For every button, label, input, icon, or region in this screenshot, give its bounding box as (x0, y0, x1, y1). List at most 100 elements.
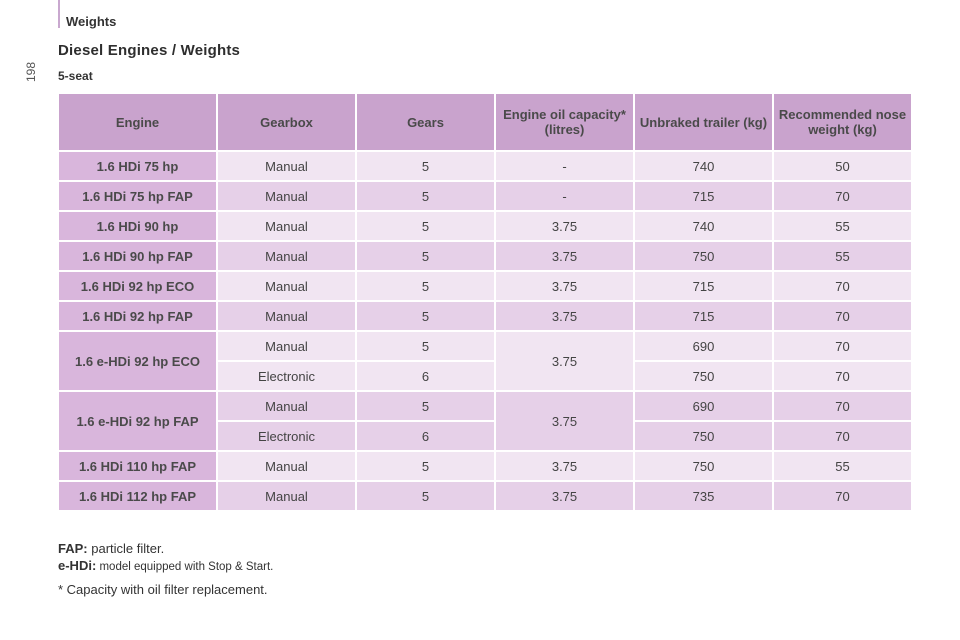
nose-cell: 70 (774, 422, 911, 450)
table-row: Electronic 6 750 70 (59, 422, 911, 450)
gears-cell: 5 (357, 152, 494, 180)
oil-cell: 3.75 (496, 482, 633, 510)
footnote-capacity: * Capacity with oil filter replacement. (58, 582, 268, 597)
gearbox-cell: Electronic (218, 422, 355, 450)
trailer-cell: 740 (635, 152, 772, 180)
gears-cell: 5 (357, 392, 494, 420)
oil-cell: 3.75 (496, 272, 633, 300)
oil-cell: - (496, 182, 633, 210)
table-row: 1.6 HDi 75 hp Manual 5 - 740 50 (59, 152, 911, 180)
gearbox-cell: Manual (218, 152, 355, 180)
oil-cell: 3.75 (496, 332, 633, 390)
trailer-cell: 715 (635, 272, 772, 300)
table-subtitle: 5-seat (58, 69, 93, 83)
weights-table: Engine Gearbox Gears Engine oil capacity… (57, 92, 913, 512)
trailer-cell: 690 (635, 392, 772, 420)
footnote-ehdi: e-HDi: model equipped with Stop & Start. (58, 558, 273, 573)
nose-cell: 70 (774, 272, 911, 300)
nose-cell: 55 (774, 452, 911, 480)
gearbox-cell: Manual (218, 482, 355, 510)
engine-cell: 1.6 HDi 90 hp FAP (59, 242, 216, 270)
gearbox-cell: Manual (218, 302, 355, 330)
nose-cell: 55 (774, 212, 911, 240)
engine-cell: 1.6 HDi 92 hp ECO (59, 272, 216, 300)
trailer-cell: 715 (635, 182, 772, 210)
table-row: 1.6 HDi 90 hp FAP Manual 5 3.75 750 55 (59, 242, 911, 270)
nose-cell: 70 (774, 332, 911, 360)
footnote-fap: FAP: particle filter. (58, 541, 164, 556)
header-engine: Engine (59, 94, 216, 150)
table-row: 1.6 HDi 75 hp FAP Manual 5 - 715 70 (59, 182, 911, 210)
engine-cell: 1.6 HDi 75 hp (59, 152, 216, 180)
nose-cell: 70 (774, 182, 911, 210)
nose-cell: 70 (774, 392, 911, 420)
gears-cell: 6 (357, 362, 494, 390)
nose-cell: 70 (774, 302, 911, 330)
gearbox-cell: Manual (218, 182, 355, 210)
trailer-cell: 715 (635, 302, 772, 330)
margin-accent-line (58, 0, 60, 28)
footnote-fap-text: particle filter. (87, 541, 165, 556)
table-row: 1.6 e-HDi 92 hp FAP Manual 5 3.75 690 70 (59, 392, 911, 450)
table-row: 1.6 HDi 110 hp FAP Manual 5 3.75 750 55 (59, 452, 911, 480)
table-row: 1.6 e-HDi 92 hp ECO Manual 5 3.75 690 70 (59, 332, 911, 390)
engine-cell: 1.6 HDi 92 hp FAP (59, 302, 216, 330)
trailer-cell: 740 (635, 212, 772, 240)
gearbox-cell: Manual (218, 392, 355, 420)
trailer-cell: 750 (635, 452, 772, 480)
engine-cell: 1.6 HDi 90 hp (59, 212, 216, 240)
oil-cell: 3.75 (496, 242, 633, 270)
trailer-cell: 750 (635, 242, 772, 270)
nose-cell: 50 (774, 152, 911, 180)
trailer-cell: 735 (635, 482, 772, 510)
nose-cell: 70 (774, 362, 911, 390)
nose-cell: 70 (774, 482, 911, 510)
table-row: 1.6 HDi 92 hp FAP Manual 5 3.75 715 70 (59, 302, 911, 330)
trailer-cell: 750 (635, 362, 772, 390)
oil-cell: 3.75 (496, 302, 633, 330)
engine-cell: 1.6 HDi 112 hp FAP (59, 482, 216, 510)
oil-cell: 3.75 (496, 452, 633, 480)
gears-cell: 5 (357, 242, 494, 270)
table-header-row: Engine Gearbox Gears Engine oil capacity… (59, 94, 911, 150)
table-row: Electronic 6 750 70 (59, 362, 911, 390)
gearbox-cell: Manual (218, 212, 355, 240)
gears-cell: 5 (357, 302, 494, 330)
engine-cell: 1.6 e-HDi 92 hp FAP (59, 392, 216, 450)
header-gears: Gears (357, 94, 494, 150)
gearbox-cell: Manual (218, 272, 355, 300)
gears-cell: 5 (357, 182, 494, 210)
header-nose-weight: Recommended nose weight (kg) (774, 94, 911, 150)
header-oil-capacity: Engine oil capacity* (litres) (496, 94, 633, 150)
gearbox-cell: Electronic (218, 362, 355, 390)
engine-cell: 1.6 e-HDi 92 hp ECO (59, 332, 216, 390)
table-row: 1.6 HDi 112 hp FAP Manual 5 3.75 735 70 (59, 482, 911, 510)
gears-cell: 5 (357, 332, 494, 360)
gearbox-cell: Manual (218, 332, 355, 360)
footnote-ehdi-text: model equipped with Stop & Start. (96, 561, 274, 573)
gearbox-cell: Manual (218, 452, 355, 480)
engine-cell: 1.6 HDi 110 hp FAP (59, 452, 216, 480)
header-unbraked-trailer: Unbraked trailer (kg) (635, 94, 772, 150)
engine-cell: 1.6 HDi 75 hp FAP (59, 182, 216, 210)
page-number: 198 (24, 61, 38, 82)
header-gearbox: Gearbox (218, 94, 355, 150)
section-header: Weights (66, 14, 117, 29)
gearbox-cell: Manual (218, 242, 355, 270)
gears-cell: 5 (357, 452, 494, 480)
gears-cell: 5 (357, 482, 494, 510)
table-row: 1.6 HDi 90 hp Manual 5 3.75 740 55 (59, 212, 911, 240)
gears-cell: 6 (357, 422, 494, 450)
oil-cell: - (496, 152, 633, 180)
trailer-cell: 750 (635, 422, 772, 450)
oil-cell: 3.75 (496, 212, 633, 240)
page-title: Diesel Engines / Weights (58, 42, 241, 59)
gears-cell: 5 (357, 212, 494, 240)
nose-cell: 55 (774, 242, 911, 270)
gears-cell: 5 (357, 272, 494, 300)
oil-cell: 3.75 (496, 392, 633, 450)
table-row: 1.6 HDi 92 hp ECO Manual 5 3.75 715 70 (59, 272, 911, 300)
trailer-cell: 690 (635, 332, 772, 360)
footnote-ehdi-term: e-HDi: (58, 558, 97, 573)
footnote-fap-term: FAP: (58, 541, 88, 556)
